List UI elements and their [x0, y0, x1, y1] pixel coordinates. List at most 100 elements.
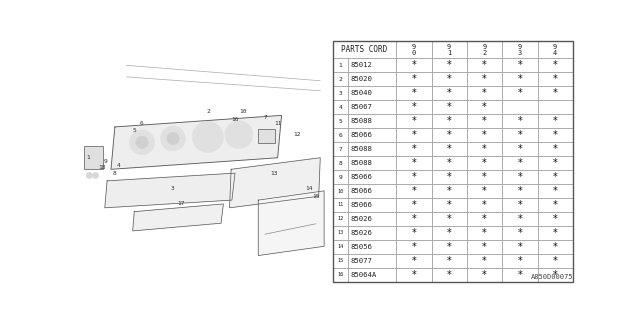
Text: 7: 7 [339, 147, 342, 152]
Circle shape [335, 269, 346, 280]
Text: *: * [447, 102, 452, 112]
Text: *: * [412, 228, 416, 238]
Bar [467, 42, 502, 59]
Circle shape [92, 172, 99, 179]
Bar [348, 268, 396, 282]
Text: *: * [482, 228, 487, 238]
Text: *: * [447, 88, 452, 98]
Text: 3: 3 [339, 91, 342, 96]
Bar [431, 254, 467, 268]
Text: 85088: 85088 [351, 146, 372, 152]
Bar [538, 114, 573, 128]
Polygon shape [132, 204, 223, 231]
Circle shape [225, 121, 253, 148]
Text: *: * [518, 186, 522, 196]
Bar [502, 184, 538, 198]
Text: 4: 4 [117, 163, 120, 168]
Bar [502, 72, 538, 86]
Bar [396, 142, 431, 156]
Text: 9: 9 [339, 174, 342, 180]
Text: *: * [518, 60, 522, 70]
Circle shape [335, 255, 346, 266]
Text: *: * [482, 200, 487, 210]
Bar [333, 170, 348, 184]
Bar [348, 212, 396, 226]
Text: *: * [553, 116, 557, 126]
Circle shape [335, 102, 346, 113]
Text: *: * [518, 172, 522, 182]
Text: 13: 13 [270, 171, 278, 176]
Text: 15: 15 [312, 194, 320, 199]
Text: *: * [553, 144, 557, 154]
Bar [333, 42, 396, 59]
Text: *: * [412, 144, 416, 154]
Text: *: * [553, 270, 557, 280]
Bar [467, 240, 502, 254]
Text: 85026: 85026 [351, 216, 372, 222]
Text: *: * [447, 158, 452, 168]
Bar [538, 240, 573, 254]
Text: *: * [482, 116, 487, 126]
Text: *: * [482, 186, 487, 196]
Text: *: * [412, 200, 416, 210]
Text: *: * [518, 270, 522, 280]
Text: *: * [482, 88, 487, 98]
Text: *: * [553, 74, 557, 84]
Text: *: * [412, 172, 416, 182]
Text: 5: 5 [339, 119, 342, 124]
Text: 12: 12 [293, 132, 301, 137]
Circle shape [86, 172, 92, 179]
Circle shape [335, 186, 346, 196]
Text: 8: 8 [113, 171, 116, 176]
Bar [348, 156, 396, 170]
Text: *: * [447, 172, 452, 182]
Bar [502, 114, 538, 128]
Text: *: * [553, 200, 557, 210]
Bar [467, 226, 502, 240]
Bar [538, 226, 573, 240]
Text: 9
4: 9 4 [553, 44, 557, 56]
Text: 9
0: 9 0 [412, 44, 416, 56]
Bar [348, 170, 396, 184]
Bar [431, 212, 467, 226]
Bar [467, 86, 502, 100]
Circle shape [129, 130, 154, 155]
Text: 4: 4 [339, 105, 342, 110]
Bar [396, 114, 431, 128]
Bar [538, 100, 573, 114]
Text: *: * [412, 102, 416, 112]
Bar [396, 42, 431, 59]
Text: *: * [412, 186, 416, 196]
Text: *: * [412, 88, 416, 98]
Bar [467, 254, 502, 268]
Bar [259, 129, 275, 143]
Polygon shape [105, 173, 235, 208]
Bar [396, 198, 431, 212]
Text: 85067: 85067 [351, 104, 372, 110]
Circle shape [136, 136, 148, 148]
Bar [396, 226, 431, 240]
Bar [431, 128, 467, 142]
Bar [502, 254, 538, 268]
Bar [502, 42, 538, 59]
Bar [431, 170, 467, 184]
Text: *: * [553, 88, 557, 98]
Bar [431, 240, 467, 254]
Bar [396, 59, 431, 72]
Polygon shape [111, 116, 282, 169]
Text: 18: 18 [98, 165, 106, 170]
Bar [396, 268, 431, 282]
Circle shape [335, 74, 346, 85]
Text: *: * [553, 60, 557, 70]
Bar [396, 170, 431, 184]
Bar [333, 72, 348, 86]
Text: 7: 7 [264, 115, 268, 120]
Text: *: * [482, 158, 487, 168]
Text: *: * [447, 242, 452, 252]
Bar [467, 128, 502, 142]
Text: *: * [482, 102, 487, 112]
Bar [333, 212, 348, 226]
Bar [431, 72, 467, 86]
Bar [467, 100, 502, 114]
Text: *: * [412, 74, 416, 84]
